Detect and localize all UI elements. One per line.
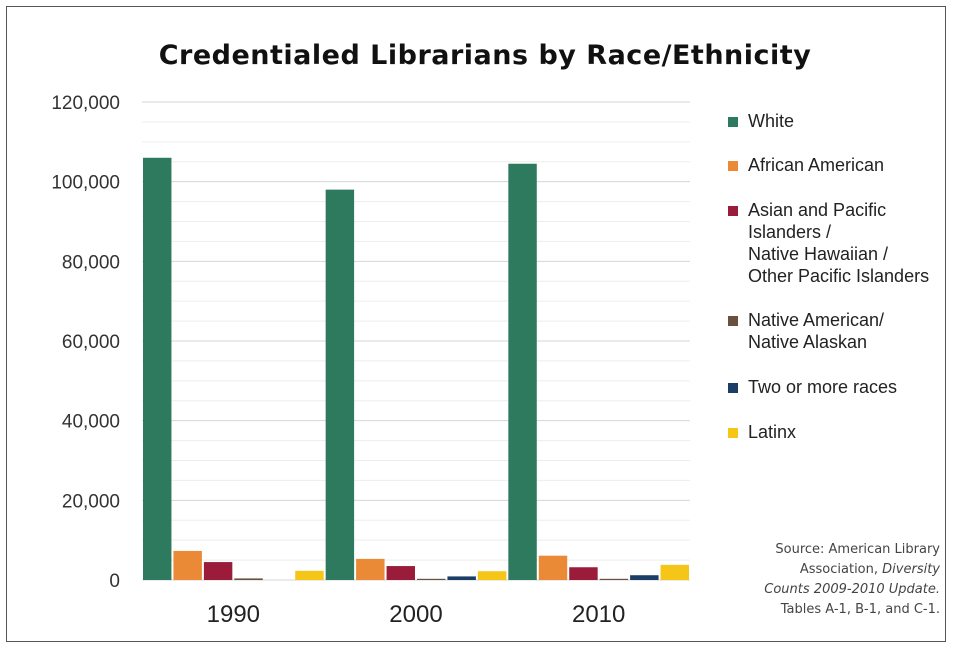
bar (599, 578, 629, 580)
bar (173, 550, 202, 580)
legend-item: White (728, 110, 794, 132)
source-line-4: Tables A-1, B-1, and C-1. (780, 602, 940, 617)
legend-swatch (728, 206, 738, 216)
y-tick-label: 20,000 (62, 491, 120, 512)
gridlines (142, 101, 690, 581)
source-line-2: Association, Diversity (799, 562, 940, 577)
legend-swatch (728, 161, 738, 171)
x-tick-label: 2000 (389, 601, 442, 628)
y-axis-ticks: 0 20,000 40,000 60,000 80,000 100,000 120,000 (51, 93, 120, 592)
chart-title: Credentialed Librarians by Race/Ethnicit… (158, 40, 812, 71)
legend-item: Asian and Pacific Islanders / Native Haw… (728, 199, 929, 287)
bar (295, 570, 324, 580)
legend-label: Asian and Pacific Islanders / Native Haw… (748, 200, 930, 286)
source-line-1: Source: American Library (775, 542, 940, 557)
bar (203, 562, 233, 580)
legend-label: Latinx (748, 422, 797, 442)
bar (386, 566, 415, 580)
y-tick-label: 100,000 (51, 173, 120, 194)
y-tick-label: 60,000 (62, 332, 120, 353)
y-tick-label: 80,000 (62, 252, 120, 273)
source-line-3: Counts 2009-2010 Update. (764, 582, 940, 597)
legend-item: Two or more races (728, 376, 897, 398)
source-note: Source: American Library Association, Di… (720, 540, 940, 620)
legend-swatch (728, 383, 738, 393)
bar (569, 567, 598, 580)
x-axis-ticks: 1990 2000 2010 (207, 601, 626, 628)
legend-swatch (728, 428, 738, 438)
legend-item: Native American/ Native Alaskan (728, 309, 884, 353)
bar (508, 163, 537, 580)
bar (356, 558, 385, 580)
legend-label: Native American/ Native Alaskan (748, 310, 885, 352)
y-tick-label: 120,000 (51, 93, 120, 114)
bar (538, 555, 568, 580)
bar (660, 564, 689, 580)
y-tick-label: 0 (109, 571, 120, 592)
y-tick-label: 40,000 (62, 412, 120, 433)
bar (447, 576, 476, 580)
legend-label: African American (748, 155, 885, 175)
bar (477, 571, 507, 580)
bar (417, 578, 446, 580)
legend-swatch (728, 117, 738, 127)
bars (143, 157, 689, 580)
x-tick-label: 1990 (207, 601, 260, 628)
legend-swatch (728, 316, 738, 326)
bar (143, 157, 172, 580)
bar (325, 189, 355, 580)
legend-label: White (748, 111, 795, 131)
legend-item: African American (728, 154, 884, 176)
x-tick-label: 2010 (572, 601, 625, 628)
bar (234, 578, 263, 580)
bar (630, 575, 659, 580)
legend-label: Two or more races (748, 377, 898, 397)
legend-item: Latinx (728, 421, 796, 443)
